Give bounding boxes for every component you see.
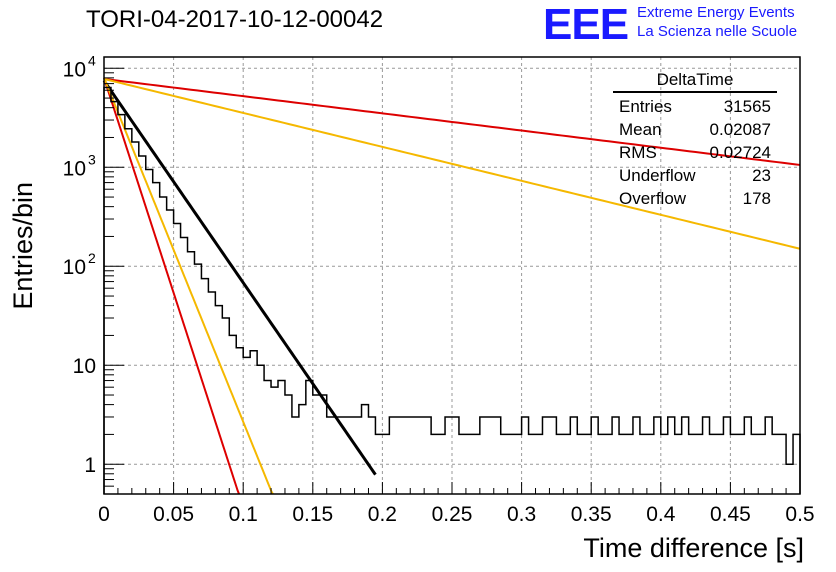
stats-title: DeltaTime bbox=[613, 70, 777, 93]
stats-row: Entries 31565 bbox=[613, 95, 777, 118]
stats-value: 31565 bbox=[723, 97, 771, 116]
logo-line-2: La Scienza nelle Scuole bbox=[637, 23, 798, 40]
y-axis-label: Entries/bin bbox=[8, 182, 38, 310]
stats-row: RMS 0.02724 bbox=[613, 141, 777, 164]
eee-logo: EEE bbox=[543, 0, 629, 49]
stats-row: Mean 0.02087 bbox=[613, 118, 777, 141]
fit-curves bbox=[102, 77, 801, 495]
histogram bbox=[103, 86, 801, 494]
stats-label: Underflow bbox=[619, 166, 696, 185]
x-tick-label: 0.05 bbox=[153, 503, 194, 526]
y-tick-label: 10 bbox=[73, 355, 96, 378]
histogram-outline bbox=[103, 86, 801, 494]
fit-curve bbox=[103, 77, 801, 166]
x-tick-label: 0.4 bbox=[646, 503, 676, 526]
y-tick-label: 1 bbox=[84, 454, 96, 477]
stats-value: 0.02087 bbox=[709, 120, 771, 139]
fit-curve bbox=[102, 79, 377, 476]
stats-value: 178 bbox=[742, 189, 771, 208]
x-tick-label: 0.35 bbox=[571, 503, 612, 526]
x-axis-label: Time difference [s] bbox=[583, 533, 804, 563]
x-tick-label: 0.5 bbox=[785, 503, 814, 526]
fit-curve bbox=[103, 77, 274, 495]
chart-title: TORI-04-2017-10-12-00042 bbox=[86, 6, 384, 33]
stats-label: Overflow bbox=[619, 189, 687, 208]
x-tick-label: 0.45 bbox=[710, 503, 751, 526]
stats-value: 0.02724 bbox=[709, 143, 771, 162]
stats-row: Underflow 23 bbox=[613, 164, 777, 187]
x-tick-label: 0.25 bbox=[432, 503, 473, 526]
x-tick-label: 0.3 bbox=[507, 503, 536, 526]
axis-ticks: 0 0.05 0.1 0.15 0.2 0.25 0.3 0.35 0.4 0.45 0.5 1 10 1… bbox=[63, 52, 815, 526]
x-tick-label: 0.15 bbox=[292, 503, 333, 526]
y-tick-label: 10 bbox=[63, 256, 86, 279]
stats-label: Mean bbox=[619, 120, 662, 139]
y-tick-exponent: 4 bbox=[88, 52, 96, 68]
stats-label: RMS bbox=[619, 143, 657, 162]
logo-line-1: Extreme Energy Events bbox=[637, 4, 795, 21]
y-tick-exponent: 3 bbox=[88, 151, 96, 167]
y-tick-label: 10 bbox=[63, 58, 86, 81]
fit-curve bbox=[103, 77, 240, 495]
x-tick-label: 0.1 bbox=[229, 503, 258, 526]
fit-curve bbox=[103, 77, 801, 250]
y-tick-exponent: 2 bbox=[88, 250, 96, 266]
stats-row: Overflow 178 bbox=[613, 187, 777, 210]
stats-value: 23 bbox=[752, 166, 771, 185]
y-tick-label: 10 bbox=[63, 157, 86, 180]
x-tick-label: 0.2 bbox=[368, 503, 397, 526]
grid-lines bbox=[104, 57, 800, 494]
stats-box: DeltaTime Entries 31565 Mean 0.02087 RMS 0.… bbox=[613, 70, 777, 210]
stats-label: Entries bbox=[619, 97, 672, 116]
x-tick-label: 0 bbox=[98, 503, 110, 526]
